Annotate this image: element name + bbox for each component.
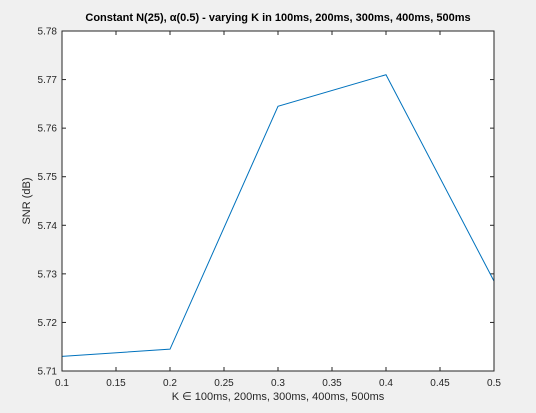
y-tick-label: 5.74 [38, 221, 58, 232]
x-tick-label: 0.45 [430, 378, 450, 389]
y-tick-label: 5.71 [38, 367, 58, 378]
x-tick-label: 0.5 [487, 378, 501, 389]
x-tick-label: 0.3 [271, 378, 285, 389]
y-tick-label: 5.73 [38, 269, 58, 280]
x-tick-label: 0.35 [322, 378, 342, 389]
y-tick-label: 5.72 [38, 318, 58, 329]
x-tick-label: 0.25 [214, 378, 234, 389]
tick-labels: 0.1 0.15 0.2 0.25 0.3 0.35 0.4 0.45 0.5 5.71 5.72 5… [38, 27, 502, 390]
x-axis-label: K ∈ 100ms, 200ms, 300ms, 400ms, 500ms [172, 391, 385, 403]
y-tick-label: 5.75 [38, 172, 58, 183]
x-tick-label: 0.2 [163, 378, 177, 389]
chart-title: Constant N(25), α(0.5) - varying K in 10… [85, 12, 470, 24]
x-tick-label: 0.15 [106, 378, 126, 389]
y-tick-label: 5.76 [38, 124, 58, 135]
axes-background [62, 31, 494, 371]
y-tick-label: 5.78 [38, 27, 58, 38]
y-tick-label: 5.77 [38, 75, 58, 86]
axes-box [61, 30, 495, 372]
y-axis-label: SNR (dB) [21, 177, 33, 224]
x-tick-label: 0.1 [55, 378, 69, 389]
x-tick-label: 0.4 [379, 378, 393, 389]
